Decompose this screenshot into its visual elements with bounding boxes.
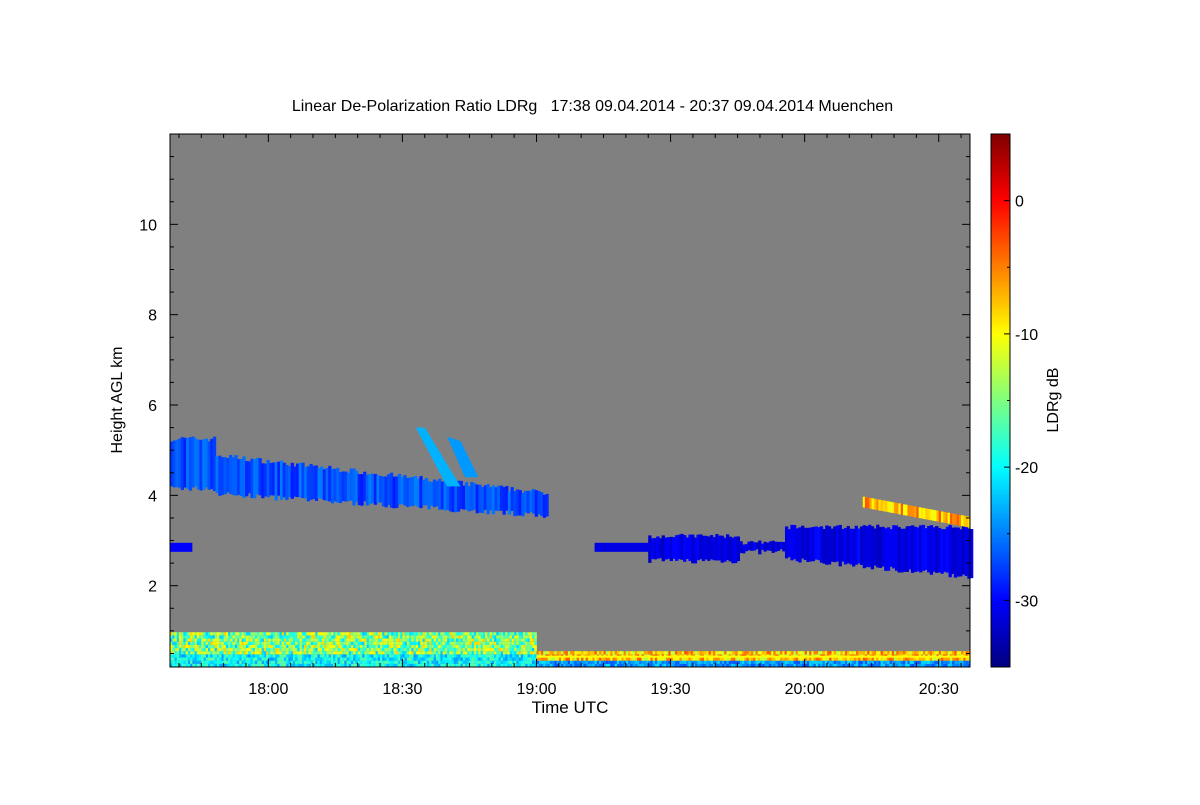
feature-mid-cloud-layer [170, 524, 974, 579]
colorbar-tick-label: -20 [1015, 460, 1038, 477]
y-axis-label: Height AGL km [109, 346, 126, 454]
x-tick-label: 19:30 [651, 681, 691, 698]
feature-upper-cloud-layer [170, 427, 549, 518]
y-tick-label: 10 [139, 217, 157, 234]
x-tick-label: 18:30 [382, 681, 422, 698]
y-tick-label: 2 [148, 579, 157, 596]
x-tick-label: 19:00 [516, 681, 556, 698]
y-tick-label: 6 [148, 398, 157, 415]
x-tick-label: 20:00 [785, 681, 825, 698]
x-axis: 18:00 18:30 19:00 19:30 20:00 20:30 [178, 134, 962, 698]
y-tick-label: 4 [148, 488, 157, 505]
colorbar-tick-label: -10 [1015, 327, 1038, 344]
y-tick-label: 8 [148, 308, 157, 325]
chart-title: Linear De-Polarization Ratio LDRg 17:38 … [291, 98, 894, 115]
x-tick-label: 20:30 [919, 681, 959, 698]
colorbar: 0 -10 -20 -30 [990, 133, 1038, 668]
colorbar-tick-label: -30 [1015, 593, 1038, 610]
feature-high-ldr-streak [862, 496, 971, 528]
y-axis: 2 4 6 8 10 [139, 133, 970, 654]
colorbar-label: LDRg dB [1045, 367, 1062, 433]
plot-background [170, 134, 970, 667]
x-axis-label: Time UTC [531, 698, 609, 717]
plot-layer: 18:00 18:30 19:00 19:30 20:00 20:30 2 4 6 8 10 [139, 133, 974, 698]
colorbar-tick-label: 0 [1015, 194, 1024, 211]
plot-frame [169, 133, 971, 668]
feature-boundary-layer [170, 632, 971, 667]
x-tick-label: 18:00 [248, 681, 288, 698]
